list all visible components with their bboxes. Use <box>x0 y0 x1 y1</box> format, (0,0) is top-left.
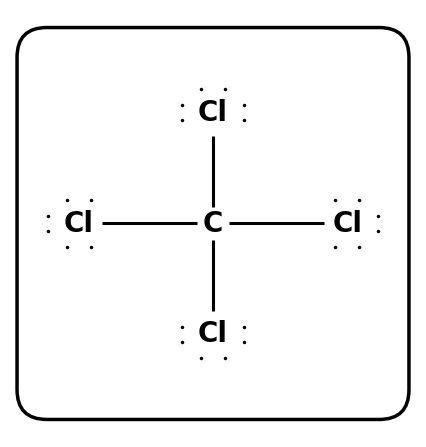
Text: Cl: Cl <box>64 210 94 237</box>
Text: Cl: Cl <box>198 99 228 127</box>
Text: Cl: Cl <box>332 210 362 237</box>
Text: C: C <box>203 210 223 237</box>
Text: Cl: Cl <box>198 320 228 348</box>
FancyBboxPatch shape <box>17 28 409 419</box>
